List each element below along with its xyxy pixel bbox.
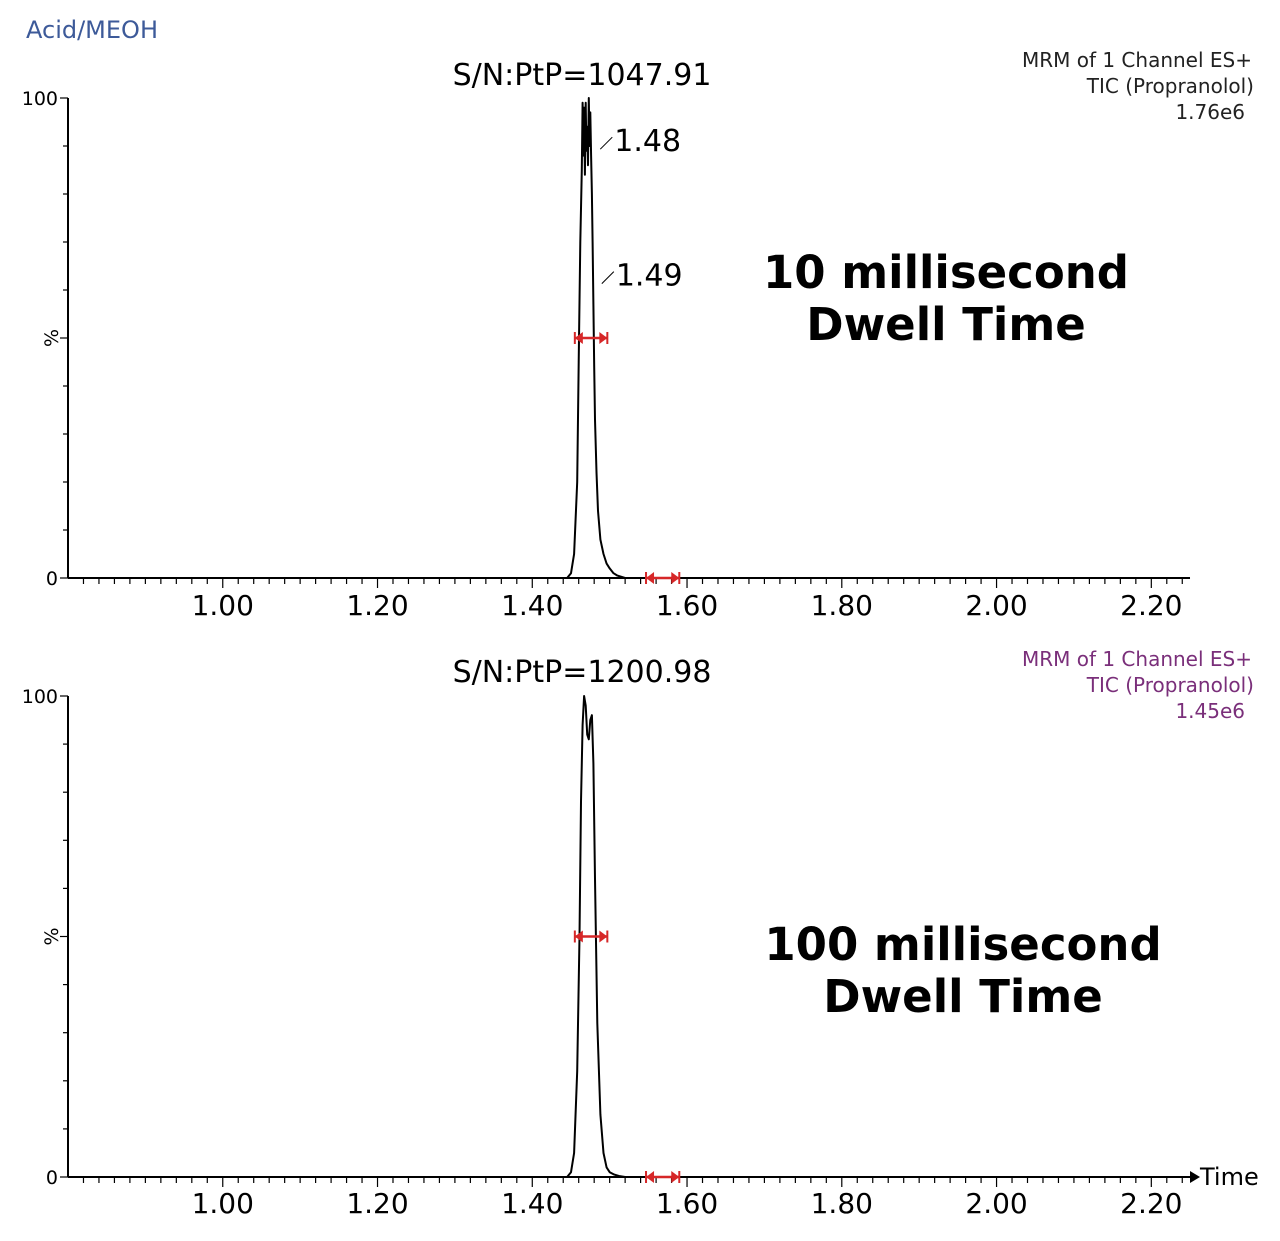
width-marker-arrow [646,1171,655,1183]
y-axis-label: % [41,329,63,347]
width-marker-arrow [599,930,608,943]
x-tick-label: 1.40 [501,589,563,622]
dwell-annotation: Dwell Time [806,298,1086,351]
x-tick-label: 2.20 [1120,589,1182,622]
x-tick-label: 1.80 [811,589,873,622]
info-line: TIC (Propranolol) [1086,673,1254,697]
page-title: Acid/MEOH [26,16,158,44]
x-tick-label: 1.00 [192,589,254,622]
x-tick-label: 1.20 [346,1187,408,1220]
dwell-annotation: 10 millisecond [763,246,1129,299]
x-tick-label: 1.40 [501,1187,563,1220]
x-tick-label: 2.00 [965,589,1027,622]
width-marker-arrow [671,1171,680,1183]
info-line: TIC (Propranolol) [1086,74,1254,98]
chart-panel-1: % [41,97,1191,588]
width-marker-arrow [574,332,583,344]
signal-to-noise-label: S/N:PtP=1200.98 [453,655,712,690]
x-tick-label: 2.20 [1120,1187,1182,1220]
dwell-annotation: 100 millisecond [764,918,1161,971]
x-tick-label: 1.60 [656,1187,718,1220]
dwell-annotation: Dwell Time [823,970,1103,1023]
y-tick-label: 100 [22,686,58,708]
y-tick-label: 0 [46,568,58,590]
x-tick-label: 1.60 [656,589,718,622]
peak-label: 1.49 [616,259,683,294]
width-marker-arrow [574,930,583,943]
signal-to-noise-label: S/N:PtP=1047.91 [453,58,712,93]
peak-label: 1.48 [614,124,681,159]
x-tick-label: 2.00 [965,1187,1027,1220]
info-line: 1.45e6 [1175,699,1245,723]
width-marker-arrow [599,332,608,344]
chart-panel-2: % [41,695,1191,1187]
x-axis-label: Time [1199,1163,1259,1191]
y-tick-label: 100 [22,88,58,110]
width-marker-arrow [671,572,680,584]
x-tick-label: 1.80 [811,1187,873,1220]
x-tick-label: 1.20 [346,589,408,622]
x-axis-arrow [1190,1171,1200,1183]
peak-leader [599,136,613,150]
width-marker-arrow [646,572,655,584]
peak-leader [601,271,615,284]
y-tick-label: 0 [46,1167,58,1189]
x-tick-label: 1.00 [192,1187,254,1220]
info-line: MRM of 1 Channel ES+ [1022,48,1252,72]
info-line: MRM of 1 Channel ES+ [1022,647,1252,671]
y-axis-label: % [41,927,63,945]
info-line: 1.76e6 [1175,100,1245,124]
